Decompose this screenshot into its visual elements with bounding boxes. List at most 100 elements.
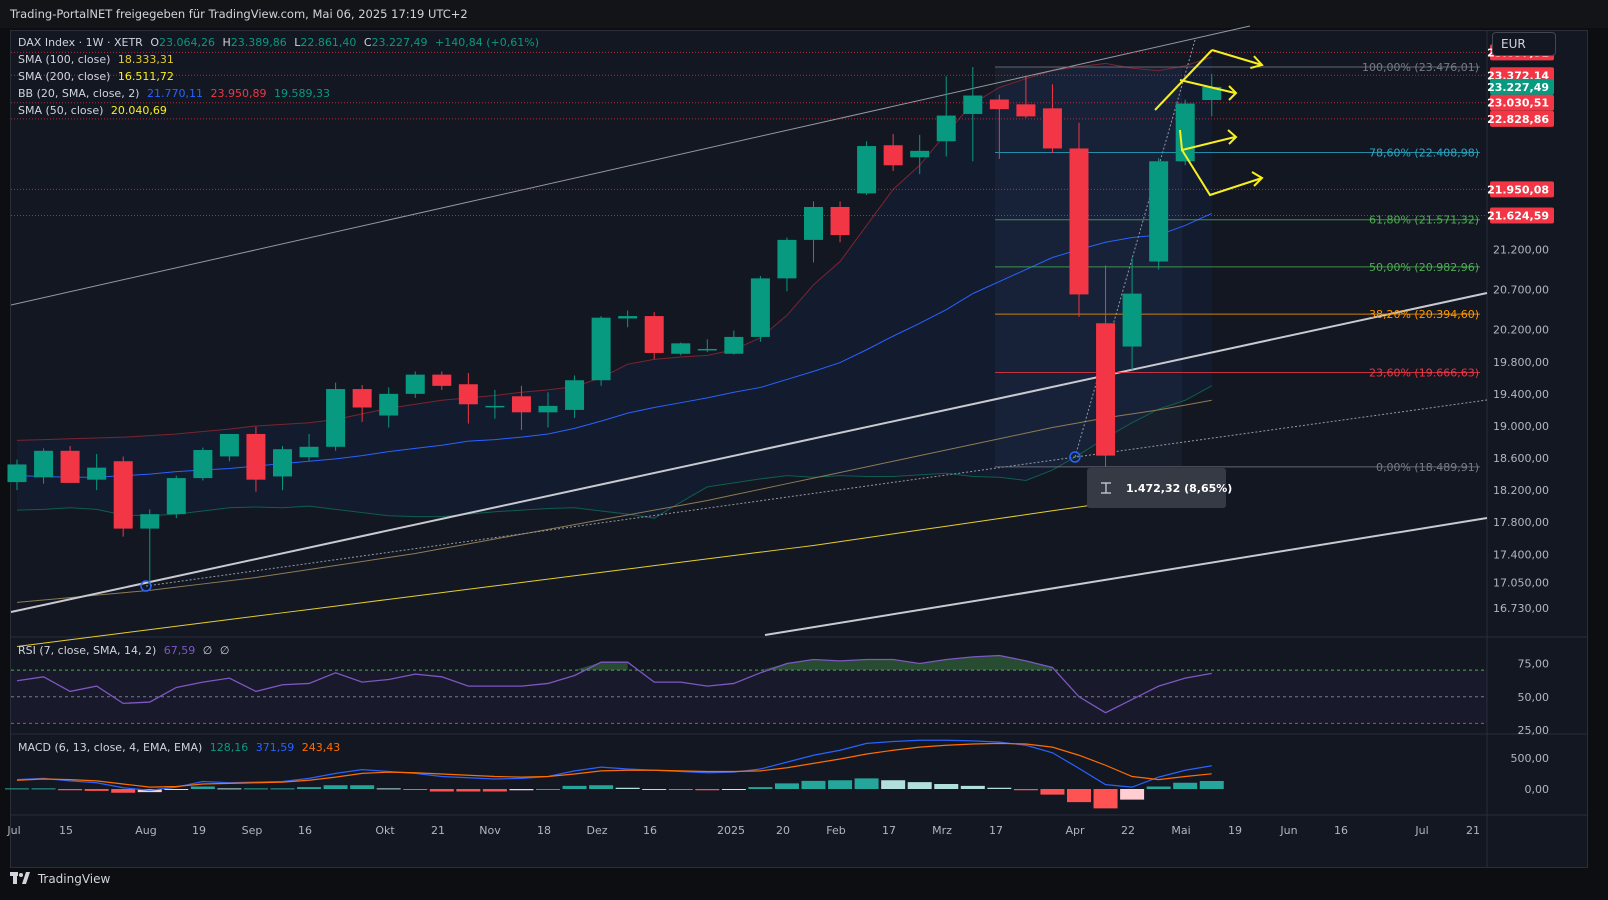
price-badge bbox=[1490, 78, 1554, 95]
price-tick-label: 18.200,00 bbox=[1493, 484, 1549, 497]
price-badge bbox=[1490, 181, 1554, 198]
macd-histogram-bar bbox=[1173, 782, 1198, 789]
rsi-tick-label: 50,00 bbox=[1518, 691, 1550, 704]
sma200-value: 16.511,72 bbox=[117, 70, 174, 83]
bb-legend[interactable]: BB (20, SMA, close, 2) 21.770,11 23.950,… bbox=[18, 85, 539, 102]
fib-level-label: 78,60% (22.408,98) bbox=[1369, 147, 1479, 160]
sma50-legend[interactable]: SMA (50, close) 20.040,69 bbox=[18, 102, 539, 119]
sma100-label: SMA (100, close) bbox=[18, 53, 111, 66]
time-tick-label: 21 bbox=[431, 824, 445, 837]
fib-level-label: 61,80% (21.571,32) bbox=[1369, 214, 1479, 227]
candle-body bbox=[352, 389, 372, 408]
sma200-label: SMA (200, close) bbox=[18, 70, 111, 83]
measure-tooltip bbox=[1087, 468, 1226, 508]
macd-signal-line bbox=[16, 742, 1212, 788]
time-tick-label: 19 bbox=[1228, 824, 1242, 837]
fib-level-label: 100,00% (23.476,01) bbox=[1362, 61, 1479, 74]
time-tick-label: 16 bbox=[1334, 824, 1348, 837]
anchor-point bbox=[140, 580, 152, 592]
fib-level-label: 38,20% (20.394,60) bbox=[1369, 308, 1479, 321]
macd-histogram-bar bbox=[1040, 789, 1065, 795]
channel-lower-line bbox=[764, 517, 1488, 636]
candle-body bbox=[1096, 323, 1116, 456]
bb-cloud bbox=[17, 57, 1212, 519]
macd-histogram-bar bbox=[695, 789, 720, 791]
sma200-legend[interactable]: SMA (200, close) 16.511,72 bbox=[18, 68, 539, 85]
time-tick-label: Mai bbox=[1171, 824, 1190, 837]
time-tick-label: 21 bbox=[1466, 824, 1480, 837]
macd-histogram-bar bbox=[987, 787, 1012, 789]
macd-hist-value: 128,16 bbox=[209, 741, 249, 754]
candle-body bbox=[87, 467, 107, 480]
macd-histogram-bar bbox=[536, 789, 560, 790]
macd-histogram-bar bbox=[5, 788, 29, 790]
rally-dotted-line bbox=[1074, 39, 1196, 458]
macd-histogram-bar bbox=[1146, 786, 1171, 789]
candle-body bbox=[671, 343, 691, 354]
bb-basis-value: 21.770,11 bbox=[146, 87, 203, 100]
macd-histogram-bar bbox=[881, 780, 906, 789]
fib-level-label: 50,00% (20.982,96) bbox=[1369, 261, 1479, 274]
sma100-legend[interactable]: SMA (100, close) 18.333,31 bbox=[18, 51, 539, 68]
candle-body bbox=[219, 433, 239, 457]
price-badge-label: 23.227,49 bbox=[1487, 81, 1549, 94]
bb-upper-line bbox=[16, 56, 1212, 441]
candle-body bbox=[432, 374, 452, 386]
candle-body bbox=[1202, 86, 1222, 100]
candle-body bbox=[857, 146, 877, 194]
measure-icon bbox=[1101, 482, 1111, 494]
currency-button[interactable]: EUR bbox=[1492, 32, 1556, 56]
projection-arrow-2-head bbox=[1228, 85, 1238, 101]
sma200-line bbox=[16, 487, 1212, 647]
macd-histogram-bar bbox=[58, 789, 83, 791]
channel-middle-line bbox=[10, 292, 1488, 613]
sma50-value: 20.040,69 bbox=[110, 104, 167, 117]
macd-histogram-bar bbox=[721, 789, 746, 790]
price-tick-label: 19.400,00 bbox=[1493, 388, 1549, 401]
macd-histogram-bar bbox=[668, 789, 693, 790]
chart-frame[interactable] bbox=[10, 30, 1588, 868]
rsi-tick-label: 75,00 bbox=[1518, 658, 1550, 671]
macd-histogram-bar bbox=[1067, 789, 1091, 803]
rsi-legend[interactable]: RSI (7, close, SMA, 14, 2) 67,59 ∅ ∅ bbox=[18, 644, 229, 657]
macd-histogram-bar bbox=[297, 787, 322, 789]
candle-body bbox=[458, 384, 478, 405]
macd-histogram-bar bbox=[164, 789, 189, 790]
candle-body bbox=[697, 348, 717, 351]
ohlc-open-label: O bbox=[150, 36, 159, 49]
candle-body bbox=[936, 115, 956, 142]
tradingview-footer[interactable]: TradingView bbox=[10, 872, 110, 887]
candle-body bbox=[830, 207, 850, 236]
anchor-point bbox=[1069, 451, 1081, 463]
macd-histogram-bar bbox=[1120, 789, 1145, 800]
price-badge bbox=[1490, 207, 1554, 224]
candle-body bbox=[883, 145, 903, 166]
macd-tick-label: 0,00 bbox=[1525, 783, 1550, 796]
candle-body bbox=[166, 478, 186, 515]
candle-body bbox=[1122, 293, 1142, 347]
time-tick-label: 20 bbox=[776, 824, 790, 837]
bb-basis-line bbox=[16, 212, 1212, 478]
tradingview-logo-icon bbox=[10, 872, 30, 887]
macd-legend[interactable]: MACD (6, 13, close, 4, EMA, EMA) 128,16 … bbox=[18, 741, 340, 754]
time-tick-label: Jun bbox=[1279, 824, 1297, 837]
rsi-overbought-fill bbox=[574, 655, 1053, 671]
bb-lower-line bbox=[16, 385, 1212, 519]
main-legend: DAX Index · 1W · XETR O23.064,26 H23.389… bbox=[18, 34, 539, 119]
price-tick-label: 16.730,00 bbox=[1493, 602, 1549, 615]
macd-histogram-bar bbox=[907, 782, 932, 789]
macd-histogram-bar bbox=[1013, 789, 1038, 791]
sma100-value: 18.333,31 bbox=[117, 53, 174, 66]
bb-upper-value: 23.950,89 bbox=[210, 87, 267, 100]
macd-histogram-bar bbox=[456, 789, 481, 792]
macd-histogram-bar bbox=[376, 788, 401, 790]
sma100-line bbox=[16, 399, 1212, 603]
macd-histogram-bar bbox=[217, 788, 242, 790]
macd-tick-label: 500,00 bbox=[1511, 752, 1550, 765]
projection-arrow-1-head bbox=[1250, 55, 1264, 69]
time-tick-label: Aug bbox=[135, 824, 156, 837]
price-tick-label: 21.200,00 bbox=[1493, 244, 1549, 257]
time-tick-label: 15 bbox=[59, 824, 73, 837]
symbol-legend[interactable]: DAX Index · 1W · XETR O23.064,26 H23.389… bbox=[18, 34, 539, 51]
